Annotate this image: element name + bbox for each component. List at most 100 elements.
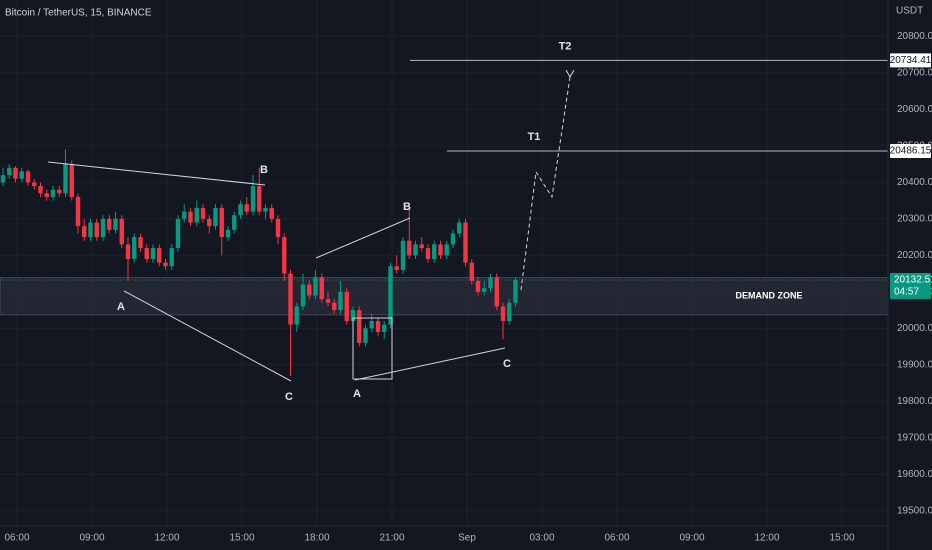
candle-body bbox=[132, 237, 137, 259]
candle-body bbox=[244, 204, 249, 212]
y-tick-label: 19500.00 bbox=[897, 505, 932, 516]
y-tick-label: 20300.00 bbox=[897, 214, 932, 225]
candle-body bbox=[200, 207, 206, 219]
candle-body bbox=[82, 226, 87, 238]
candle-body bbox=[482, 288, 487, 292]
candle-body bbox=[475, 280, 481, 292]
target-label: T2 bbox=[559, 40, 572, 52]
candle-body bbox=[394, 266, 399, 270]
wave-label: B bbox=[403, 201, 411, 213]
candle-body bbox=[407, 240, 412, 256]
price-tag bbox=[890, 53, 931, 68]
candle-body bbox=[125, 244, 131, 259]
candle-body bbox=[182, 211, 187, 219]
countdown-label: 04:57 bbox=[894, 287, 919, 298]
candle-body bbox=[438, 244, 443, 256]
candle-body bbox=[25, 171, 31, 183]
wave-label: B bbox=[260, 164, 268, 176]
candle-body bbox=[325, 299, 331, 303]
candle-body bbox=[107, 218, 112, 230]
candle-body bbox=[300, 284, 306, 307]
candle-body bbox=[307, 284, 312, 296]
price-tag-label: 20486.15 bbox=[890, 146, 932, 157]
projection-path bbox=[520, 76, 571, 291]
candle-body bbox=[38, 186, 43, 194]
wave-label: C bbox=[503, 358, 511, 370]
candle-body bbox=[344, 291, 349, 321]
candle-body bbox=[263, 207, 268, 212]
y-tick-label: 20700.00 bbox=[897, 68, 932, 79]
candle-body bbox=[57, 189, 62, 194]
projection-arrow bbox=[565, 69, 575, 79]
candle-body bbox=[163, 262, 168, 267]
y-axis-label: USDT bbox=[896, 6, 923, 17]
candle-body bbox=[444, 244, 449, 256]
candle-body bbox=[269, 207, 274, 219]
candle-body bbox=[207, 218, 212, 227]
candle-body bbox=[357, 310, 362, 343]
candle-body bbox=[375, 320, 381, 332]
x-tick-label: 15:00 bbox=[829, 533, 854, 544]
candle-body bbox=[32, 182, 37, 187]
candle-body bbox=[363, 328, 368, 343]
candle-body bbox=[138, 237, 143, 249]
wave-label: A bbox=[353, 388, 361, 400]
candle-body bbox=[500, 306, 506, 321]
y-tick-label: 20400.00 bbox=[897, 177, 932, 188]
candle-body bbox=[350, 310, 356, 321]
candle-body bbox=[50, 189, 56, 197]
candle-body bbox=[507, 302, 512, 321]
candle-body bbox=[400, 240, 406, 270]
candle-body bbox=[282, 237, 287, 274]
demand-zone bbox=[0, 277, 889, 316]
y-tick-label: 19900.00 bbox=[897, 359, 932, 370]
candle-body bbox=[13, 167, 18, 179]
candle-body bbox=[419, 244, 424, 249]
target-label: T1 bbox=[528, 131, 541, 143]
candle-body bbox=[369, 320, 374, 329]
candle-body bbox=[0, 175, 6, 183]
candle-body bbox=[219, 207, 224, 238]
candle-body bbox=[150, 248, 156, 259]
candle-body bbox=[7, 167, 12, 176]
candle-body bbox=[463, 222, 468, 263]
candle-body bbox=[257, 186, 262, 212]
candle-body bbox=[44, 193, 49, 197]
price-tag-label: 20734.41 bbox=[890, 55, 932, 66]
wave-label: C bbox=[285, 391, 293, 403]
y-tick-label: 19600.00 bbox=[897, 469, 932, 480]
candle-body bbox=[194, 207, 199, 223]
x-tick-label: Sep bbox=[458, 533, 476, 544]
trend-line bbox=[123, 290, 292, 382]
candle-body bbox=[450, 233, 456, 245]
x-tick-label: 06:00 bbox=[604, 533, 629, 544]
candle-body bbox=[169, 248, 174, 267]
candle-body bbox=[213, 207, 218, 227]
candle-body bbox=[144, 248, 149, 259]
trend-line bbox=[47, 161, 266, 186]
y-tick-label: 20600.00 bbox=[897, 104, 932, 115]
y-tick-label: 20200.00 bbox=[897, 250, 932, 261]
zone-label: DEMAND ZONE bbox=[736, 291, 803, 301]
trend-line bbox=[315, 217, 411, 259]
range-box bbox=[352, 317, 393, 380]
candle-body bbox=[457, 222, 462, 234]
candle-body bbox=[432, 244, 437, 259]
candle-body bbox=[175, 218, 181, 249]
candle-body bbox=[294, 306, 299, 325]
x-tick-label: 09:00 bbox=[79, 533, 104, 544]
price-tag bbox=[890, 143, 931, 158]
candle-body bbox=[113, 218, 118, 230]
candle-body bbox=[413, 244, 418, 256]
candle-body bbox=[100, 218, 106, 238]
x-tick-label: 21:00 bbox=[379, 533, 404, 544]
candle-body bbox=[382, 324, 387, 332]
wave-label: A bbox=[117, 301, 125, 313]
candle-body bbox=[250, 186, 256, 212]
candle-body bbox=[94, 222, 99, 238]
candle-body bbox=[119, 218, 124, 245]
candle-body bbox=[238, 204, 243, 216]
candle-body bbox=[157, 248, 162, 263]
